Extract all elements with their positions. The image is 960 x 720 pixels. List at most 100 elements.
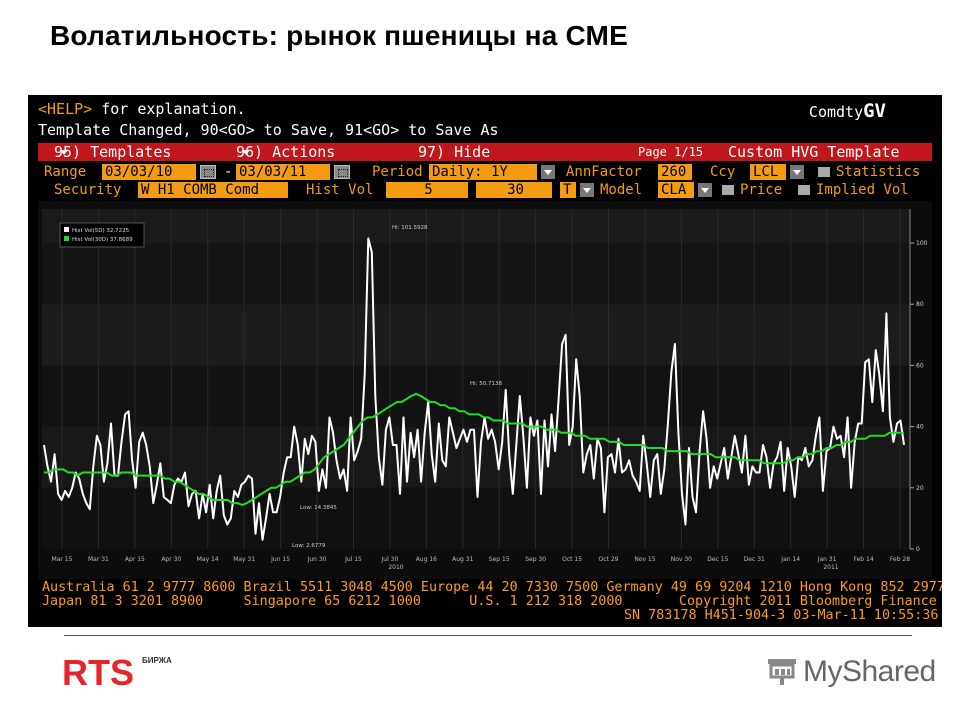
- x-tick-label: Aug 31: [452, 556, 473, 563]
- chevron-down-icon: [60, 150, 68, 155]
- hide-button[interactable]: 97) Hide: [418, 143, 491, 161]
- chevron-down-icon[interactable]: [698, 183, 712, 197]
- x-tick-label: Feb 14: [853, 556, 873, 563]
- histvol-short-field[interactable]: 5: [386, 182, 468, 198]
- y-tick-label: 40: [916, 424, 924, 431]
- annotation-hi-30d: Hi: 50.7138: [470, 381, 503, 387]
- footer-line-3: SN 783178 H451-904-3 03-Mar-11 10:55:36: [624, 608, 939, 623]
- brand-label: ComdtyGV: [808, 100, 886, 122]
- model-select[interactable]: CLA: [658, 182, 694, 198]
- annotation-lo-5d: Low: 2.6779: [292, 543, 326, 549]
- x-tick-label: Aug 16: [416, 556, 437, 563]
- security-row: Security W H1 COMB Comd Hist Vol 5 30 T …: [38, 181, 932, 199]
- myshared-logo-text: MyShared: [803, 655, 936, 688]
- end-date-field[interactable]: 03/03/11: [236, 164, 330, 180]
- help-text: for explanation.: [92, 100, 246, 118]
- histvol-label: Hist Vol: [306, 182, 374, 198]
- chart-svg: Mar 15 Mar 31 Apr 15 Apr 30 May 14 May 31 Jun …: [42, 209, 928, 571]
- model-label: Model: [600, 182, 643, 198]
- implied-vol-label: Implied Vol: [816, 182, 909, 198]
- statistics-checkbox[interactable]: [818, 167, 830, 177]
- security-label: Security: [54, 182, 122, 198]
- series-line-5d: [43, 237, 905, 541]
- x-tick-label: Sep 30: [525, 556, 546, 563]
- chart-band: [42, 209, 910, 243]
- range-dash: -: [224, 164, 233, 180]
- range-row: Range 03/03/10 - 03/03/11 Period Daily: …: [38, 163, 932, 181]
- histvol-long-field[interactable]: 30: [476, 182, 552, 198]
- x-tick-label: Feb 28: [890, 556, 910, 563]
- annotation-hi-5d: Hi: 101.5928: [392, 225, 428, 231]
- custom-template-label: Custom HVG Template: [728, 143, 900, 161]
- statistics-label: Statistics: [836, 164, 921, 180]
- chevron-down-icon[interactable]: [790, 165, 804, 179]
- y-tick-label: 80: [916, 301, 924, 308]
- period-label: Period: [372, 164, 423, 180]
- annfactor-label: AnnFactor: [566, 164, 642, 180]
- x-tick-label: Mar 15: [52, 556, 73, 563]
- range-label: Range: [44, 164, 87, 180]
- x-tick-label: Dec 15: [707, 556, 728, 563]
- price-checkbox[interactable]: [722, 185, 734, 195]
- y-tick-label: 20: [916, 485, 924, 492]
- footer-line-2: Japan 81 3 3201 8900 Singapore 65 6212 1…: [42, 594, 942, 609]
- actions-menu[interactable]: 96) Actions: [236, 143, 336, 161]
- footer-divider: [64, 635, 912, 636]
- legend-box: [59, 222, 145, 248]
- series-line-30d: [44, 392, 904, 506]
- t-select[interactable]: T: [560, 182, 576, 198]
- y-tick-label: 0: [916, 546, 920, 553]
- ccy-select[interactable]: LCL: [750, 164, 786, 180]
- x-tick-label: Jul 30: [381, 556, 399, 563]
- help-key[interactable]: <HELP>: [38, 100, 93, 118]
- rts-logo-sub: БИРЖА: [142, 656, 172, 665]
- calendar-icon[interactable]: [334, 165, 350, 179]
- x-tick-label: Apr 30: [161, 556, 181, 563]
- legend-label-5d: Hist Vol(5D) 32.7225: [72, 228, 130, 234]
- x-tick-label: Jul 15: [344, 556, 362, 563]
- menu-bar: 95) Templates 96) Actions 97) Hide Page …: [38, 143, 932, 161]
- x-tick-label: Dec 31: [744, 556, 765, 563]
- page-indicator: Page 1/15: [638, 145, 704, 159]
- legend-swatch-30d: [64, 236, 69, 241]
- volatility-chart[interactable]: Mar 15 Mar 31 Apr 15 Apr 30 May 14 May 31 Jun …: [38, 201, 932, 579]
- chart-band: [42, 304, 910, 366]
- slide-title: Волатильность: рынок пшеницы на СМЕ: [50, 20, 628, 51]
- footer-line-1: Australia 61 2 9777 8600 Brazil 5511 304…: [42, 580, 942, 595]
- legend-swatch-5d: [64, 227, 69, 232]
- templates-menu[interactable]: 95) Templates: [54, 143, 172, 161]
- presentation-icon: [768, 659, 796, 685]
- rts-logo: RTS БИРЖА: [62, 652, 172, 691]
- x-tick-label: May 31: [233, 556, 255, 563]
- x-tick-label: Oct 15: [562, 556, 582, 563]
- rts-logo-text: RTS: [62, 652, 134, 691]
- legend-label-30d: Hist Vol(30D) 37.8689: [72, 237, 133, 243]
- x-tick-label: Nov 30: [671, 556, 692, 563]
- calendar-icon[interactable]: [200, 165, 216, 179]
- chart-band: [42, 243, 910, 305]
- x-tick-label: Mar 31: [88, 556, 109, 563]
- template-changed-line: Template Changed, 90<GO> to Save, 91<GO>…: [38, 121, 499, 139]
- chevron-down-icon[interactable]: [541, 165, 555, 179]
- x-tick-label: Jan 14: [780, 556, 800, 563]
- annotation-lo-30d: Low: 14.3845: [300, 505, 337, 511]
- y-tick-label: 60: [916, 362, 924, 369]
- year-label: 2010: [388, 564, 403, 571]
- x-tick-label: Jun 15: [270, 556, 290, 563]
- x-tick-label: May 14: [197, 556, 219, 563]
- x-tick-label: Nov 15: [634, 556, 655, 563]
- help-line: <HELP> for explanation.: [38, 100, 246, 118]
- x-tick-label: Jun 30: [307, 556, 327, 563]
- start-date-field[interactable]: 03/03/10: [102, 164, 196, 180]
- year-label: 2011: [823, 564, 838, 571]
- chevron-down-icon[interactable]: [580, 183, 594, 197]
- x-tick-label: Sep 15: [489, 556, 510, 563]
- x-tick-label: Oct 29: [599, 556, 619, 563]
- chart-band: [42, 365, 910, 427]
- myshared-logo: MyShared: [765, 652, 936, 692]
- y-tick-label: 100: [916, 240, 928, 247]
- annfactor-field[interactable]: 260: [658, 164, 692, 180]
- period-select[interactable]: Daily: 1Y: [429, 164, 537, 180]
- implied-vol-checkbox[interactable]: [798, 185, 810, 195]
- security-field[interactable]: W H1 COMB Comd: [138, 182, 288, 198]
